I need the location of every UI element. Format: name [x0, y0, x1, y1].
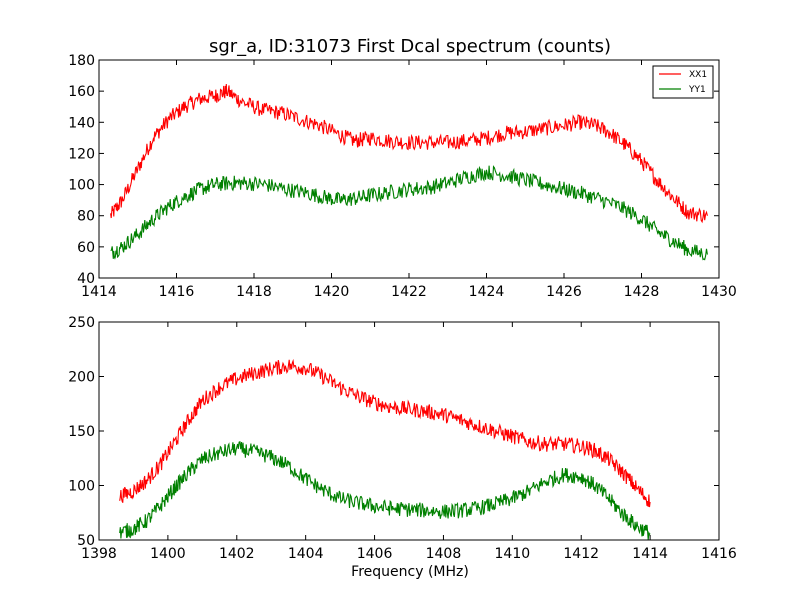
x-tick-label: 1420 [314, 284, 350, 300]
y-tick-label: 80 [77, 209, 95, 225]
x-tick-label: 1430 [701, 284, 737, 300]
y-tick-label: 60 [77, 240, 95, 256]
x-axis-label: Frequency (MHz) [351, 564, 469, 580]
x-tick-label: 1400 [150, 546, 186, 562]
y-tick-label: 120 [68, 146, 95, 162]
x-tick-label: 1428 [624, 284, 660, 300]
y-tick-label: 100 [68, 479, 95, 495]
y-tick-label: 250 [68, 315, 95, 331]
tick-group: 1414 1416 1418 1420 1422 1424 1426 1428 1430 40 60… [68, 53, 737, 300]
plot-series-group [119, 358, 651, 540]
x-tick-label: 1416 [701, 546, 737, 562]
y-tick-label: 50 [77, 533, 95, 549]
chart-bottom: 1398 1400 1402 1404 1406 1408 1410 1412 1414 1416… [68, 315, 737, 580]
chart-top: sgr_a, ID:31073 First Dcal spectrum (cou… [68, 36, 737, 300]
x-tick-label: 1414 [81, 284, 117, 300]
series-line-yy1 [110, 165, 708, 261]
series-line-yy1 [119, 441, 651, 540]
legend-label-xx1: XX1 [689, 70, 707, 80]
series-line-xx1 [119, 358, 651, 508]
x-tick-label: 1422 [391, 284, 427, 300]
y-tick-label: 150 [68, 424, 95, 440]
y-tick-label: 180 [68, 53, 95, 69]
plot-frame [98, 59, 720, 279]
x-tick-label: 1424 [469, 284, 505, 300]
y-tick-label: 40 [77, 271, 95, 287]
x-tick-label: 1408 [426, 546, 462, 562]
x-tick-label: 1398 [81, 546, 117, 562]
x-tick-label: 1412 [563, 546, 599, 562]
x-tick-label: 1418 [236, 284, 272, 300]
x-tick-label: 1404 [288, 546, 324, 562]
legend-label-yy1: YY1 [688, 85, 706, 95]
y-tick-label: 100 [68, 178, 95, 194]
x-tick-label: 1416 [159, 284, 195, 300]
x-tick-label: 1414 [632, 546, 668, 562]
x-tick-label: 1406 [357, 546, 393, 562]
legend: XX1 YY1 [652, 65, 714, 99]
x-tick-label: 1402 [219, 546, 255, 562]
tick-group: 1398 1400 1402 1404 1406 1408 1410 1412 1414 1416… [68, 315, 737, 562]
y-tick-label: 200 [68, 370, 95, 386]
y-tick-label: 140 [68, 115, 95, 131]
x-tick-label: 1426 [546, 284, 582, 300]
plot-series-group [110, 83, 708, 261]
chart-title: sgr_a, ID:31073 First Dcal spectrum (cou… [209, 36, 611, 57]
x-tick-label: 1410 [495, 546, 531, 562]
y-tick-label: 160 [68, 84, 95, 100]
legend-box [652, 65, 714, 99]
series-line-xx1 [110, 83, 708, 224]
